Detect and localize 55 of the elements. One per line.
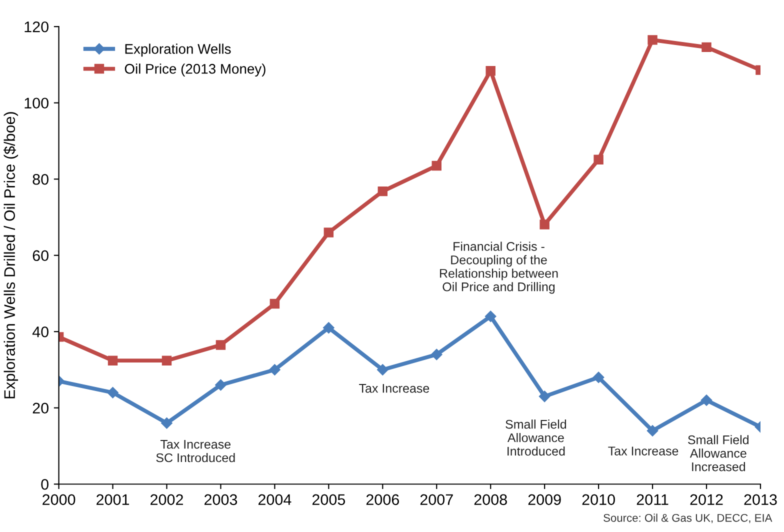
point [107,387,118,398]
point [484,310,496,322]
point [270,298,280,309]
point [161,418,172,429]
source-note: Source: Oil & Gas UK, DECC, EIA [604,514,772,524]
point [324,228,334,238]
point [540,220,550,230]
y-tick-label: 0 [41,478,48,490]
point [108,356,118,366]
annotation: Tax Increase SC Introduced [156,440,235,462]
x-tick-label: 2005 [312,494,346,506]
y-tick-label: 120 [24,21,48,32]
point [215,379,226,391]
x-tick-label: 2001 [96,494,130,506]
x-tick-label: 2010 [582,494,615,506]
point [648,35,658,45]
x-tick-label: 2011 [636,494,668,506]
x-tick-label: 2013 [744,494,777,506]
point [538,390,550,402]
point [162,356,172,366]
annotation: Tax Increase [608,446,678,456]
point [377,364,388,376]
y-tick-label: 20 [32,402,48,414]
annotation: Small Field Allowance Introduced [506,420,566,456]
point [592,372,604,383]
point [594,154,604,165]
x-tick-label: 2003 [204,494,238,506]
x-tick-label: 2008 [474,494,507,506]
x-tick-label: 2002 [150,494,183,506]
point [431,348,442,360]
point [323,322,334,334]
x-tick-label: 2009 [528,494,561,506]
annotation: Tax Increase [359,384,430,393]
point [700,394,712,406]
y-tick-label: 60 [32,250,48,262]
point [378,186,388,196]
x-tick-label: 2012 [690,494,723,506]
x-tick-label: 2000 [42,494,76,506]
x-tick-label: 2006 [366,494,399,506]
legend-label: Oil Price (2013 Money) [124,64,266,77]
point [216,340,226,350]
annotation: Financial Crisis - Decoupling of the Relationship between Oil Price and Drilling [440,242,558,294]
x-tick-label: 2007 [420,494,453,506]
x-tick-label: 2004 [258,494,292,506]
point [432,160,442,171]
point [269,364,280,376]
annotation: Small Field Allowance Increased [688,435,748,472]
y-tick-label: 80 [32,174,48,185]
point [646,425,658,436]
y-axis-title: Exploration Wells Drilled / Oil Price ($/boe) [4,112,18,398]
point [702,42,712,52]
y-tick-label: 40 [32,326,48,338]
point [486,66,496,76]
y-tick-label: 100 [24,98,48,109]
legend-label: Exploration Wells [125,44,231,57]
